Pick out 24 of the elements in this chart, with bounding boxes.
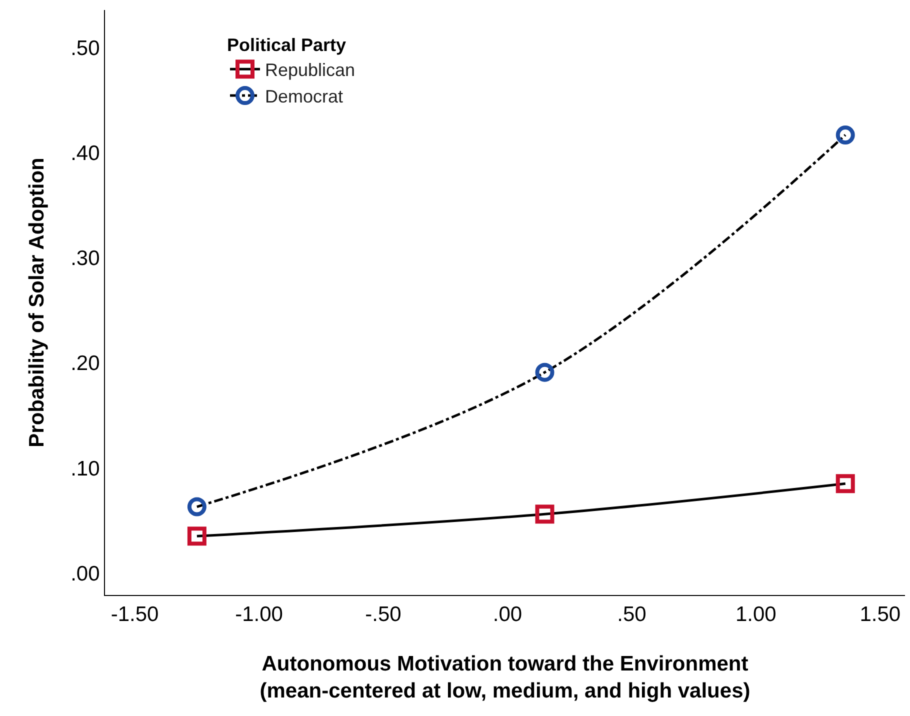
x-tick-label: -.50 (365, 603, 402, 626)
x-tick-label: -1.50 (110, 603, 159, 626)
point (836, 474, 855, 494)
point (187, 497, 206, 516)
y-tick-label: .50 (70, 37, 100, 60)
x-tick-label: .50 (617, 603, 646, 626)
x-tick-label: .00 (492, 603, 522, 626)
legend-label: Republican (265, 60, 356, 80)
point (836, 125, 855, 144)
y-tick-label: .30 (70, 247, 100, 270)
x-tick-label: -1.00 (235, 603, 283, 626)
point (187, 526, 206, 546)
y-tick-label: .20 (70, 352, 100, 376)
legend-title: Political Party (227, 34, 346, 55)
x-tick-label: 1.50 (860, 603, 901, 626)
x-axis-title: Autonomous Motivation toward the Environment (mean-centered at low, medium, and high values) (260, 652, 750, 703)
y-tick-label: .10 (70, 457, 100, 480)
point (535, 504, 554, 524)
x-tick-label: 1.00 (735, 603, 776, 626)
legend-label: Democrat (265, 86, 344, 107)
y-axis-title: Probability of Solar Adoption (26, 158, 49, 448)
point (535, 362, 554, 382)
y-tick-label: .40 (70, 142, 100, 166)
y-tick-label: .00 (70, 562, 100, 586)
